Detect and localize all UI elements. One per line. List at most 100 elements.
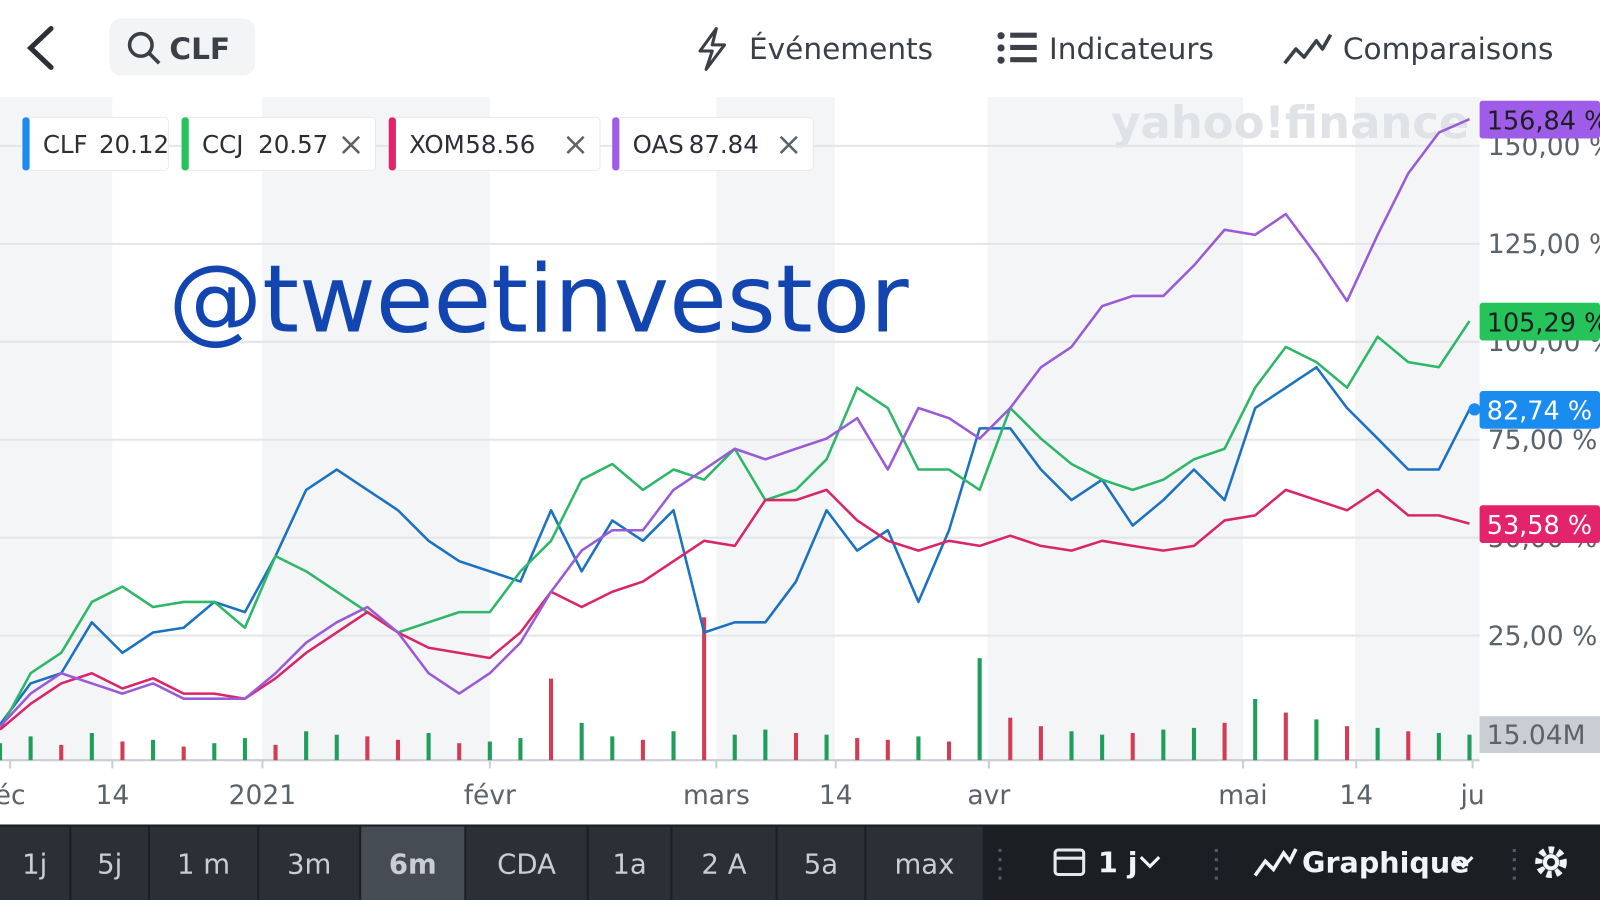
range-button[interactable] [777,826,865,900]
volume-bar [732,734,737,761]
series-line [0,365,1471,726]
chart-type-icon [1253,848,1298,877]
range-button[interactable] [71,826,148,900]
volume-bar [28,736,33,761]
range-label: 3m [287,848,331,880]
legend-price: 20.12 [99,130,169,159]
indicators-button[interactable]: Indicateurs [1049,32,1214,66]
overlay-text: @tweetinvestor [168,246,909,355]
volume-bar [885,739,890,761]
settings-button[interactable] [1535,846,1567,879]
range-button[interactable] [361,826,465,900]
x-tick-label: mars [683,780,750,811]
range-label: max [894,848,954,880]
range-label: 1 m [177,848,230,880]
volume-bar [1253,698,1258,761]
volume-bar [273,744,278,761]
events-icon [698,27,727,71]
end-label: 156,84 % [1487,106,1600,136]
range-label: 1j [22,848,47,880]
back-button[interactable] [26,26,54,70]
volume-bar [120,741,125,761]
volume-bar [1314,719,1319,761]
volume-bar [304,731,309,761]
range-label: 5a [804,848,838,880]
range-button[interactable] [466,826,587,900]
volume-bar [487,741,492,761]
volume-bar [1069,731,1074,761]
interval-button[interactable]: 1 j [1098,845,1138,879]
range-button[interactable] [0,826,70,900]
x-tick-label: éc [0,780,26,811]
volume-tag [1479,716,1600,753]
interval-icon [1053,848,1086,877]
search-text[interactable]: CLF [169,32,230,66]
range-button[interactable] [259,826,360,900]
volume-bar [1100,734,1105,761]
range-button[interactable] [588,826,671,900]
end-tag [1479,505,1600,544]
x-tick-label: mai [1218,780,1267,811]
end-tag [1479,391,1600,429]
remove-button[interactable] [779,135,798,154]
volume-bar [0,743,3,761]
end-label: 53,58 % [1487,511,1592,541]
volume-bar [1130,732,1135,761]
volume-bar [640,739,645,761]
x-tick-label: 2021 [229,780,296,811]
volume-bar [702,617,707,761]
legend-symbol: XOM [409,130,465,159]
volume-bar [610,736,615,761]
search-box[interactable] [109,18,256,76]
volume-bar [426,732,431,761]
volume-bar [579,722,584,761]
volume-bar [671,731,676,761]
range-label: 6m [389,848,437,880]
volume-bar [1375,727,1380,761]
range-button[interactable] [150,826,258,900]
volume-bar [855,738,860,761]
volume-bar [824,734,829,761]
events-button[interactable]: Événements [749,31,933,66]
range-label: 1a [612,848,646,880]
volume-bar [89,732,94,761]
range-button[interactable] [866,826,983,900]
volume-bar [793,732,799,761]
volume-bar [518,738,523,761]
x-tick-label: 14 [1339,780,1373,811]
watermark: yahoo!finance [1111,96,1469,149]
indicators-icon [997,32,1037,64]
comparisons-button[interactable]: Comparaisons [1343,32,1554,66]
chart-type-button[interactable]: Graphique [1302,845,1470,879]
series-line [0,117,1471,728]
x-tick-label: ju [1459,780,1484,811]
volume-bar [549,678,554,761]
remove-button[interactable] [566,135,585,154]
end-label: 82,74 % [1487,397,1592,427]
volume-bar [1161,729,1166,761]
range-label: CDA [497,848,556,880]
legend-price: 20.57 [258,130,328,159]
volume-bar [1436,732,1441,761]
volume-bar [763,729,768,761]
volume-bar [1222,722,1227,761]
volume-bar [1467,734,1472,761]
volume-bar [59,744,64,761]
legend-symbol: CLF [43,130,88,159]
legend-color [22,117,30,171]
range-button[interactable] [672,826,776,900]
x-tick-label: févr [464,780,516,811]
search-icon [147,51,161,65]
remove-button[interactable] [341,135,361,154]
volume-bar [1283,712,1288,761]
legend-color [181,117,189,171]
y-tick-label: 25,00 % [1488,621,1598,652]
comparisons-icon [1283,33,1333,65]
volume-bar [395,739,401,761]
volume-bar [1191,727,1197,761]
volume-bar [457,743,462,761]
volume-bar [1344,726,1350,761]
volume-bar [212,743,217,761]
volume-bar [151,739,156,761]
x-tick-label: avr [967,780,1010,811]
